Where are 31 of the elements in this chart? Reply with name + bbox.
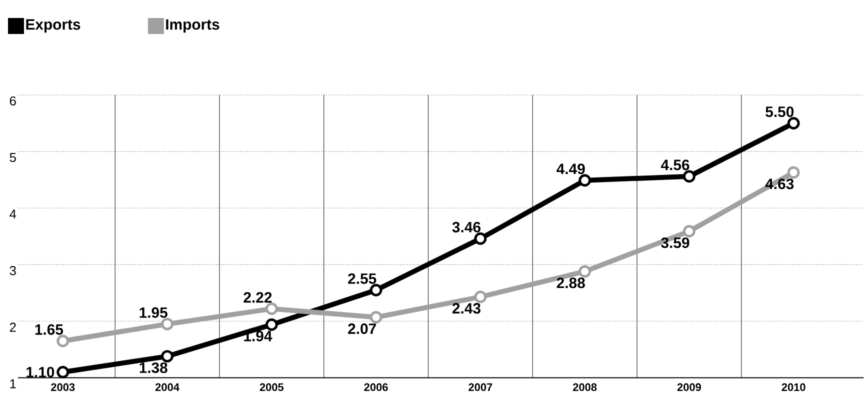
x-tick-label: 2003 <box>51 383 75 392</box>
x-tick-label: 2009 <box>677 383 701 392</box>
legend-label: Imports <box>166 19 220 33</box>
data-label: 1.10 <box>26 366 54 378</box>
y-tick-label: 5 <box>10 153 16 162</box>
data-label: 2.07 <box>348 324 376 334</box>
data-label: 3.59 <box>661 238 690 248</box>
x-tick-label: 2006 <box>364 383 388 392</box>
data-label: 2.88 <box>556 278 585 288</box>
data-label: 2.22 <box>244 292 272 303</box>
legend-label: Exports <box>26 19 80 33</box>
data-label: 4.49 <box>556 164 585 174</box>
y-tick-label: 6 <box>10 96 16 106</box>
y-tick-label: 4 <box>10 210 16 219</box>
y-tick-label: 3 <box>10 266 16 276</box>
data-label: 3.46 <box>452 222 480 233</box>
x-tick-label: 2007 <box>468 383 492 392</box>
data-label: 1.95 <box>140 307 168 318</box>
x-tick-label: 2004 <box>155 383 180 392</box>
data-label: 2.55 <box>348 273 376 284</box>
x-tick-label: 2010 <box>782 383 806 392</box>
data-label: 4.56 <box>660 160 690 170</box>
y-tick-label: 2 <box>10 322 16 332</box>
data-label: 1.38 <box>140 362 168 374</box>
data-label: 1.65 <box>35 324 64 335</box>
data-label: 4.63 <box>765 178 794 190</box>
x-tick-label: 2008 <box>572 383 597 392</box>
data-label: 2.43 <box>452 303 480 314</box>
y-tick-label: 1 <box>10 379 16 388</box>
x-tick-label: 2005 <box>260 383 284 392</box>
data-label: 5.50 <box>766 106 794 118</box>
